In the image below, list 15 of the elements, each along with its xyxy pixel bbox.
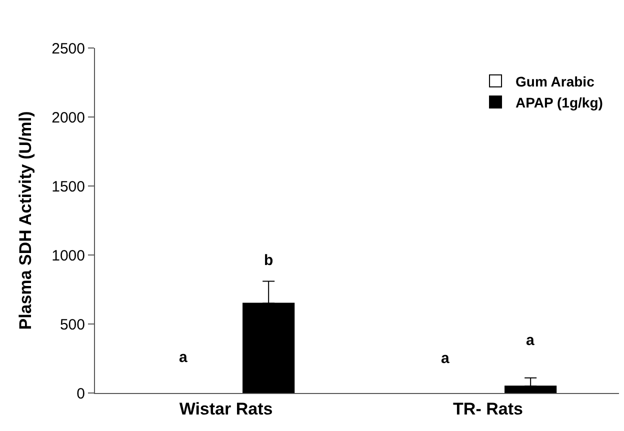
y-axis-title: Plasma SDH Activity (U/ml) — [16, 111, 36, 330]
y-tick-label: 1500 — [52, 178, 85, 196]
y-tick-label: 500 — [60, 316, 85, 334]
annotation: b — [264, 252, 274, 269]
annotation: a — [441, 350, 450, 367]
y-tick-label: 0 — [76, 385, 85, 402]
y-tick-label: 1000 — [52, 247, 85, 264]
legend-label: Gum Arabic — [516, 73, 595, 90]
y-tick-label: 2000 — [52, 109, 85, 126]
annotation: a — [526, 332, 535, 349]
x-tick-label: Wistar Rats — [179, 399, 273, 418]
x-tick-label: TR- Rats — [453, 399, 523, 418]
legend-label: APAP (1g/kg) — [516, 94, 603, 111]
annotation: a — [179, 349, 188, 366]
y-tick-label: 2500 — [52, 40, 85, 58]
